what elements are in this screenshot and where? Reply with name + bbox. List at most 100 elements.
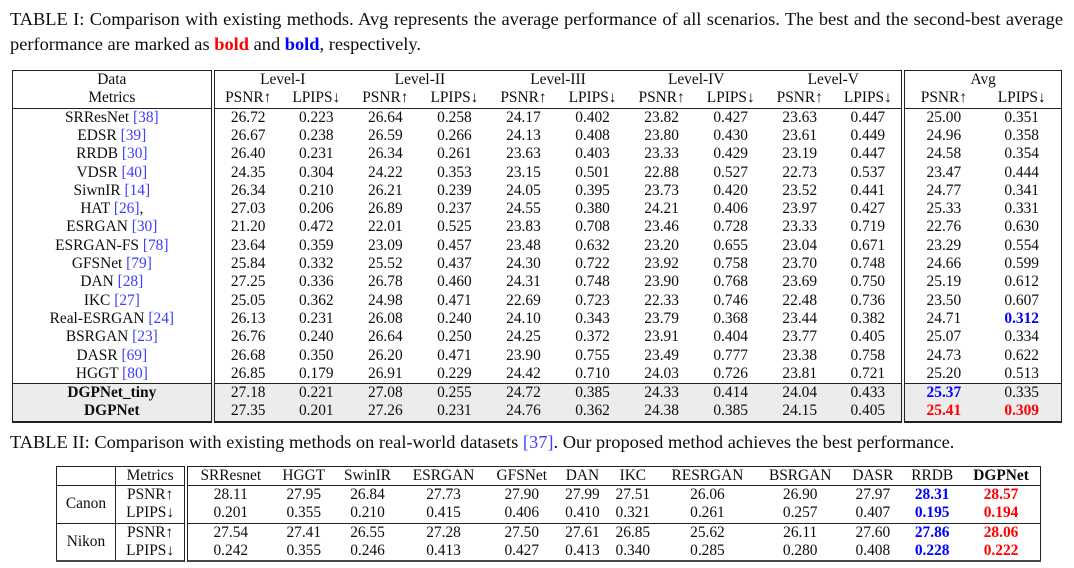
value-cell: 0.210 — [298, 181, 334, 199]
value-cell: 0.246 — [350, 541, 385, 559]
value-cell: 23.82 — [644, 108, 679, 126]
value-cell: 22.01 — [368, 218, 403, 236]
value-cell: 0.228 — [914, 541, 950, 559]
citation-link[interactable]: [37] — [522, 431, 554, 452]
citation-link[interactable]: [78] — [142, 236, 169, 254]
value-cell: 0.210 — [350, 504, 385, 522]
value-cell: 0.410 — [565, 504, 600, 522]
value-cell: 27.95 — [286, 486, 322, 504]
value-cell: 26.89 — [368, 200, 403, 218]
psnr-column-header: PSNR↑ — [212, 89, 282, 109]
method-cell: SiwnIR [14] — [12, 181, 215, 201]
value-cell: 0.332 — [298, 255, 334, 273]
value-cell: 23.77 — [782, 328, 818, 346]
table-row: Nikon PSNR↑ 27.54 27.41 26.55 27.28 27.50 27.61… — [56, 522, 1041, 562]
value-cell: 0.206 — [298, 200, 334, 218]
value-cell: 26.34 — [230, 181, 266, 199]
value-cell: 0.655 — [713, 236, 748, 254]
citation-link[interactable]: [38] — [133, 108, 159, 126]
table-row: LPIPS↓ 0.242 0.355 0.246 0.413 0.427 0.413 0.34… — [57, 541, 1041, 562]
citation-link[interactable]: [26] — [113, 200, 140, 218]
value-cell: 24.38 — [627, 402, 697, 422]
table-row: BSRGAN [23] 26.76 0.240 26.64 0.250 24.25 0.37… — [12, 328, 1062, 347]
method-cell: DGPNet — [12, 402, 215, 422]
citation-link[interactable]: [24] — [148, 309, 175, 327]
method-cell: ESRGAN-FS [78] — [12, 236, 215, 256]
value-cell: 0.728 — [713, 218, 748, 236]
value-cell: 23.49 — [644, 346, 679, 364]
citation-link[interactable]: [27] — [114, 291, 140, 309]
value-cell: 23.90 — [506, 346, 541, 364]
table1-caption-body: Comparison with existing methods. Avg re… — [10, 9, 1063, 55]
citation-link[interactable]: [80] — [122, 364, 148, 382]
value-cell: 0.309 — [982, 402, 1062, 422]
value-cell: 0.280 — [782, 541, 818, 559]
value-cell: 0.355 — [286, 504, 322, 522]
citation-link[interactable]: [14] — [124, 181, 151, 199]
group-header-level-iii: Level-III — [530, 71, 586, 89]
dataset-label: Nikon — [56, 522, 116, 562]
citation-link[interactable]: [30] — [131, 218, 158, 236]
value-cell: 0.285 — [690, 541, 725, 559]
value-cell: 0.722 — [575, 255, 610, 273]
corner-metrics-label: Metrics — [12, 89, 215, 109]
value-cell: 0.385 — [558, 383, 628, 403]
value-cell: 24.21 — [644, 200, 679, 218]
lpips-column-header: LPIPS↓ — [419, 89, 489, 109]
value-cell: 0.231 — [298, 309, 334, 327]
method-header-srresnet: SRResnet — [186, 466, 274, 487]
method-cell: DASR [69] — [12, 346, 215, 365]
value-cell: 25.52 — [368, 255, 403, 273]
value-cell: 23.91 — [644, 328, 679, 346]
citation-link[interactable]: [40] — [121, 163, 148, 181]
value-cell: 0.414 — [696, 383, 766, 403]
value-cell: 28.57 — [983, 486, 1019, 504]
citation-link[interactable]: [23] — [132, 328, 158, 346]
value-cell: 27.41 — [273, 522, 335, 542]
value-cell: 23.33 — [782, 218, 818, 236]
citation-link[interactable]: [28] — [117, 273, 144, 291]
value-cell: 24.35 — [230, 163, 266, 181]
citation-link[interactable]: [79] — [126, 255, 152, 273]
value-cell: 25.33 — [901, 200, 983, 219]
value-cell: 25.07 — [901, 328, 983, 347]
value-cell: 28.06 — [962, 522, 1041, 542]
citation-link[interactable]: [30] — [121, 145, 148, 163]
value-cell: 25.05 — [230, 291, 266, 309]
value-cell: 23.50 — [901, 291, 983, 310]
citation-link[interactable]: [39] — [120, 126, 147, 144]
value-cell: 0.231 — [298, 145, 334, 163]
value-cell: 0.723 — [575, 291, 610, 309]
value-cell: 27.61 — [557, 522, 608, 542]
value-cell: 26.72 — [230, 108, 266, 126]
group-header-level-v: Level-V — [807, 71, 859, 89]
value-cell: 24.96 — [901, 126, 983, 146]
value-cell: 26.85 — [607, 522, 659, 542]
value-cell: 0.350 — [298, 346, 334, 364]
value-cell: 26.34 — [368, 145, 403, 163]
value-cell: 24.15 — [765, 402, 835, 422]
method-header-esrgan: ESRGAN — [400, 466, 487, 487]
value-cell: 26.40 — [230, 145, 266, 163]
value-cell: 26.55 — [334, 522, 401, 542]
value-cell: 27.28 — [400, 522, 487, 542]
table1-caption-prefix: TABLE I: — [10, 9, 90, 29]
value-cell: 0.441 — [850, 181, 886, 199]
value-cell: 0.255 — [419, 383, 489, 403]
table-row: RRDB [30] 26.40 0.231 26.34 0.261 23.63 0.403 2… — [12, 145, 1062, 164]
method-header-hggt: HGGT — [273, 466, 335, 487]
value-cell: 0.472 — [298, 218, 334, 236]
value-cell: 28.31 — [914, 486, 950, 504]
citation-link[interactable]: [69] — [121, 346, 148, 364]
value-cell: 0.358 — [1004, 126, 1040, 144]
value-cell: 26.21 — [368, 181, 403, 199]
table2-caption-suffix: . Our proposed method achieves the best … — [553, 431, 955, 452]
value-cell: 0.395 — [575, 181, 610, 199]
table2-header-row: Metrics SRResnet HGGT SwinIR ESRGAN GFSNet DAN… — [56, 466, 1041, 487]
table-row: Real-ESRGAN [24] 26.13 0.231 26.08 0.240 24.1… — [12, 309, 1062, 329]
value-cell: 0.471 — [437, 291, 472, 309]
value-cell: 0.408 — [575, 126, 610, 144]
method-header-ikc: IKC — [607, 466, 659, 487]
value-cell: 0.768 — [713, 273, 748, 291]
value-cell: 0.331 — [1004, 200, 1040, 218]
